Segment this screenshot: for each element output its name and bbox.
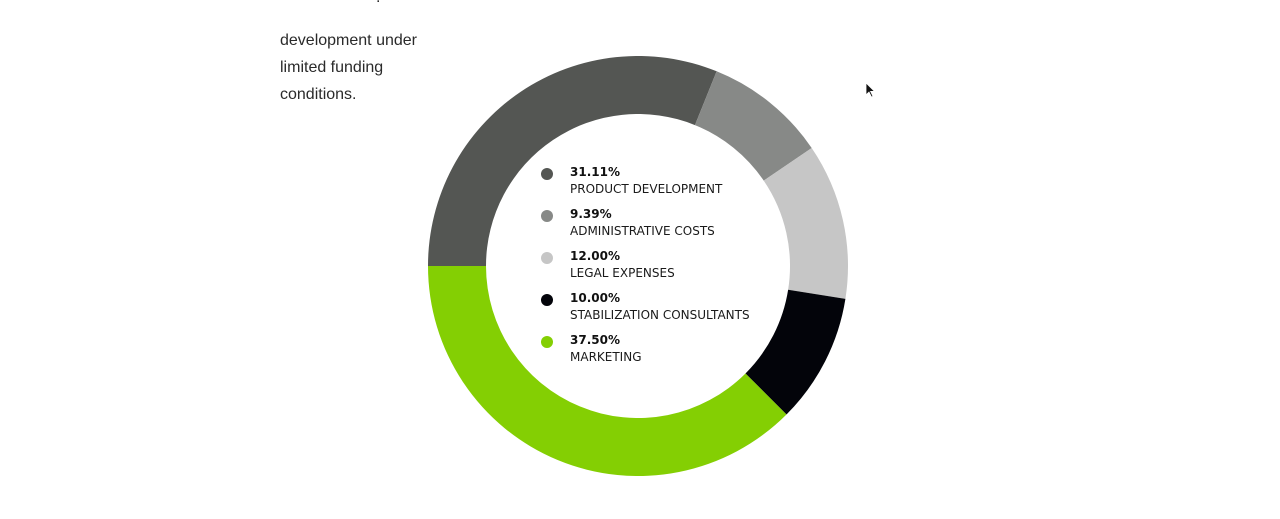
intro-line-2: limited funding	[280, 59, 384, 76]
donut-slice-administrative-costs	[694, 71, 812, 181]
legend-dot-administrative-costs	[541, 210, 553, 222]
chart-legend: 31.11% PRODUCT DEVELOPMENT 9.39% ADMINIS…	[541, 164, 781, 374]
legend-label: STABILIZATION CONSULTANTS	[570, 308, 750, 322]
intro-line-3: conditions.	[280, 86, 357, 103]
donut-slice-stabilization-consultants	[745, 289, 846, 415]
legend-dot-legal-expenses	[541, 252, 553, 264]
donut-slice-product-development	[428, 55, 717, 266]
legend-item-stabilization-consultants: 10.00% STABILIZATION CONSULTANTS	[541, 290, 781, 332]
legend-value: 31.11%	[570, 165, 620, 179]
legend-item-administrative-costs: 9.39% ADMINISTRATIVE COSTS	[541, 206, 781, 248]
donut-slices	[428, 55, 848, 477]
legend-value: 10.00%	[570, 291, 620, 305]
legend-label: ADMINISTRATIVE COSTS	[570, 224, 715, 238]
legend-dot-marketing	[541, 336, 553, 348]
intro-cutoff-line: .	[280, 0, 480, 27]
donut-slice-legal-expenses	[763, 147, 848, 299]
legend-label: PRODUCT DEVELOPMENT	[570, 182, 723, 196]
legend-item-product-development: 31.11% PRODUCT DEVELOPMENT	[541, 164, 781, 206]
legend-dot-product-development	[541, 168, 553, 180]
legend-dot-stabilization-consultants	[541, 294, 553, 306]
legend-item-marketing: 37.50% MARKETING	[541, 332, 781, 374]
intro-line-1: development under	[280, 32, 417, 49]
legend-value: 12.00%	[570, 249, 620, 263]
legend-value: 37.50%	[570, 333, 620, 347]
legend-label: MARKETING	[570, 350, 642, 364]
legend-label: LEGAL EXPENSES	[570, 266, 675, 280]
legend-item-legal-expenses: 12.00% LEGAL EXPENSES	[541, 248, 781, 290]
donut-slice-marketing	[428, 266, 787, 477]
arrow-cursor-icon	[866, 83, 876, 98]
legend-value: 9.39%	[570, 207, 612, 221]
intro-paragraph: . development under limited funding cond…	[280, 0, 480, 108]
